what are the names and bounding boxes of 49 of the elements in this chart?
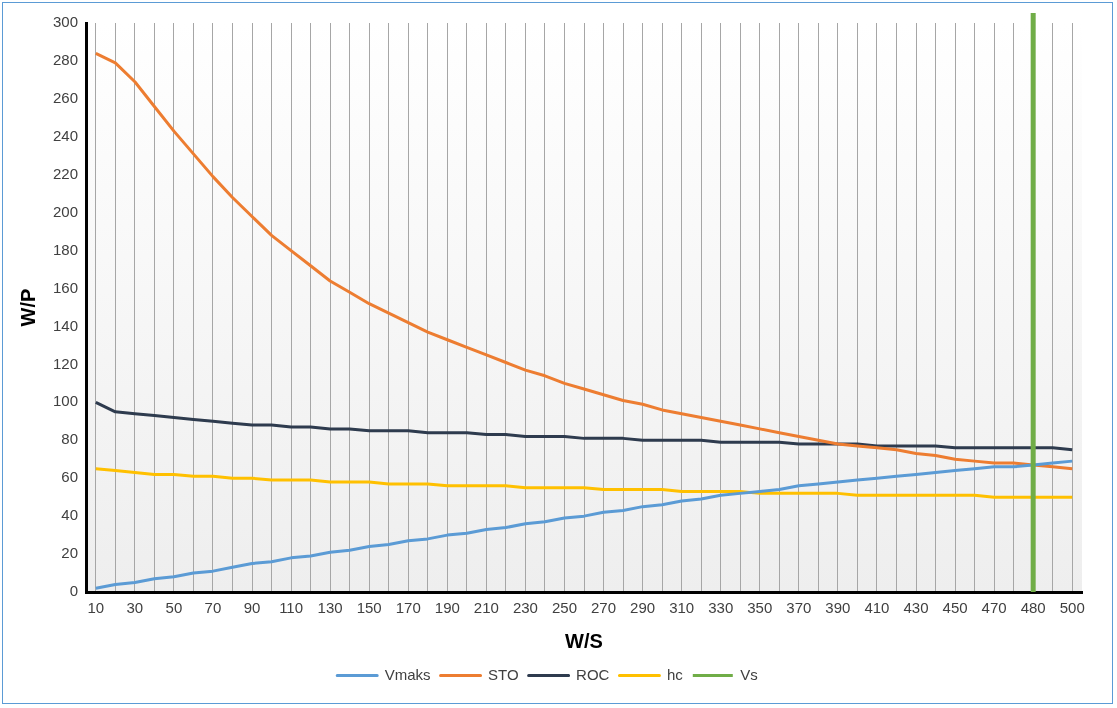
y-tick-label: 80 [61,430,79,448]
x-tick-label: 10 [87,599,105,617]
x-tick-label: 50 [165,599,183,617]
x-tick-label: 130 [317,599,343,617]
y-tick-label: 260 [53,89,79,107]
x-tick-label: 330 [708,599,734,617]
x-tick-label: 470 [981,599,1007,617]
y-tick-label: 300 [53,13,79,31]
x-tick-label: 410 [864,599,890,617]
y-tick-label: 120 [53,354,79,372]
y-tick-label: 180 [53,240,79,258]
x-tick-label: 230 [512,599,538,617]
y-tick-label: 160 [53,278,79,296]
x-tick-label: 270 [591,599,617,617]
y-tick-label: 100 [53,392,79,410]
y-tick-label: 280 [53,51,79,69]
y-tick-label: 240 [53,126,79,144]
x-tick-label: 190 [434,599,460,617]
x-axis-title: W/S [565,629,603,652]
x-tick-label: 430 [903,599,929,617]
legend-label: Vs [740,665,758,683]
x-tick-label: 350 [747,599,773,617]
y-axis-title: W/P [16,288,39,327]
x-tick-label: 110 [279,599,304,617]
x-tick-label: 250 [551,599,577,617]
y-tick-label: 220 [53,164,79,182]
x-tick-label: 150 [356,599,382,617]
x-tick-label: 170 [395,599,421,617]
x-tick-label: 210 [473,599,499,617]
y-tick-label: 20 [61,544,79,562]
x-tick-label: 310 [669,599,695,617]
x-tick-label: 500 [1059,599,1085,617]
legend-label: ROC [576,665,610,683]
x-tick-label: 370 [786,599,812,617]
legend-label: hc [666,665,684,683]
x-tick-label: 70 [204,599,222,617]
y-tick-label: 140 [53,316,79,334]
x-tick-label: 290 [630,599,656,617]
y-tick-label: 200 [53,202,79,220]
x-tick-label: 450 [942,599,968,617]
legend-label: STO [488,665,519,683]
legend-label: Vmaks [384,665,431,683]
x-tick-label: 390 [825,599,851,617]
y-tick-label: 60 [61,468,79,486]
x-tick-label: 30 [126,599,144,617]
y-tick-label: 0 [69,582,79,600]
x-tick-label: 90 [243,599,261,617]
y-tick-label: 40 [61,506,79,524]
x-tick-label: 480 [1020,599,1046,617]
